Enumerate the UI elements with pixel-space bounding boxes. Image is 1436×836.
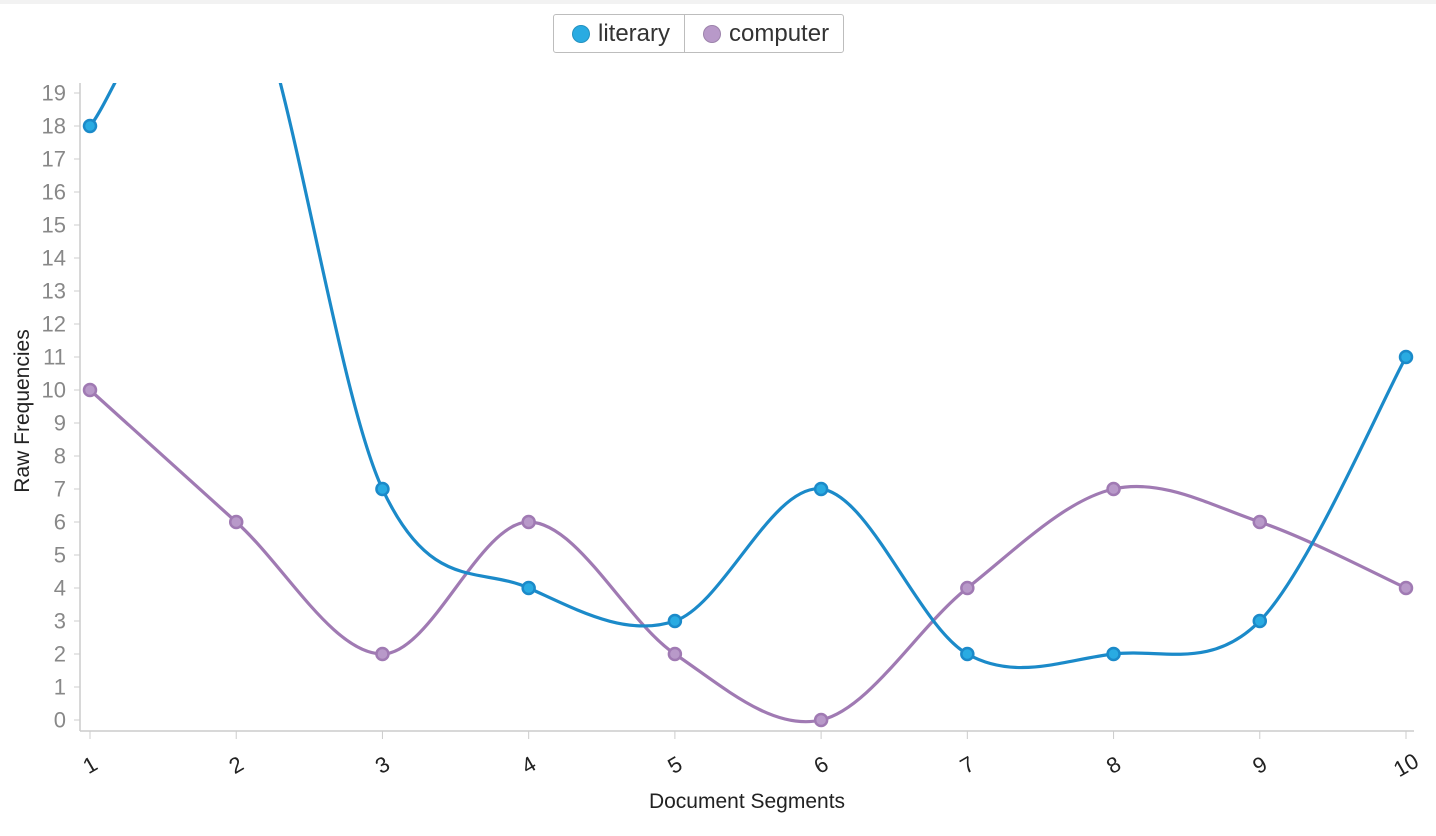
data-point-literary (375, 481, 390, 497)
data-point-computer (813, 712, 829, 728)
data-point-computer (1398, 580, 1414, 596)
data-point-computer (1106, 481, 1121, 497)
top-bar (0, 0, 1436, 4)
data-point-literary (82, 118, 98, 134)
y-tick-label: 7 (54, 477, 66, 502)
data-point-computer (82, 382, 98, 398)
legend-item-computer[interactable]: computer (684, 15, 843, 52)
x-tick-label: 3 (371, 751, 394, 779)
y-tick-label: 16 (42, 180, 66, 205)
y-tick-label: 9 (54, 411, 66, 436)
x-tick-label: 4 (517, 751, 540, 779)
y-tick-label: 11 (43, 345, 66, 370)
legend-item-literary[interactable]: literary (554, 15, 684, 52)
data-point-computer (960, 580, 975, 596)
x-tick-label: 7 (956, 751, 979, 779)
data-point-literary (667, 613, 683, 629)
data-point-computer (1252, 514, 1268, 530)
x-tick-label: 10 (1389, 748, 1423, 782)
x-axis-title: Document Segments (649, 790, 845, 813)
y-tick-label: 1 (54, 675, 66, 700)
data-point-computer (375, 646, 390, 662)
data-point-literary (1252, 613, 1268, 629)
data-point-literary (1398, 349, 1414, 365)
y-tick-label: 8 (54, 444, 66, 469)
data-point-literary (813, 481, 829, 497)
series-line-computer (88, 388, 1408, 724)
y-tick-label: 2 (54, 642, 66, 667)
y-axis-title: Raw Frequencies (11, 329, 34, 492)
y-tick-label: 4 (54, 576, 66, 601)
y-tick-label: 15 (42, 213, 66, 238)
y-tick-label: 19 (42, 81, 66, 106)
computer-swatch-icon (703, 24, 722, 43)
data-point-literary (1106, 646, 1121, 662)
literary-swatch-icon (572, 24, 590, 43)
y-tick-label: 5 (54, 543, 66, 568)
y-tick-label: 14 (42, 246, 66, 271)
x-tick-label: 5 (663, 751, 686, 779)
x-tick-label: 6 (810, 751, 833, 779)
x-tick-label: 2 (225, 751, 248, 779)
legend-label-literary: literary (598, 19, 671, 47)
data-point-computer (228, 514, 244, 530)
data-point-literary (960, 646, 975, 662)
x-tick-label: 9 (1248, 751, 1271, 779)
x-tick-label: 8 (1102, 751, 1125, 779)
legend-label-computer: computer (729, 19, 830, 47)
y-tick-label: 17 (42, 147, 66, 172)
plot-area (82, 83, 1414, 728)
y-tick-label: 13 (42, 279, 66, 304)
data-point-computer (521, 514, 536, 530)
y-tick-label: 3 (54, 609, 66, 634)
y-tick-label: 0 (54, 708, 66, 733)
y-tick-label: 10 (42, 378, 66, 403)
y-tick-label: 6 (54, 510, 66, 535)
data-point-literary (521, 580, 536, 596)
series-line-literary (88, 83, 1408, 670)
x-tick-label: 1 (78, 751, 101, 779)
data-point-computer (667, 646, 683, 662)
y-tick-label: 18 (42, 114, 66, 139)
y-tick-label: 12 (42, 312, 66, 337)
chart-legend: literary computer (553, 14, 845, 53)
